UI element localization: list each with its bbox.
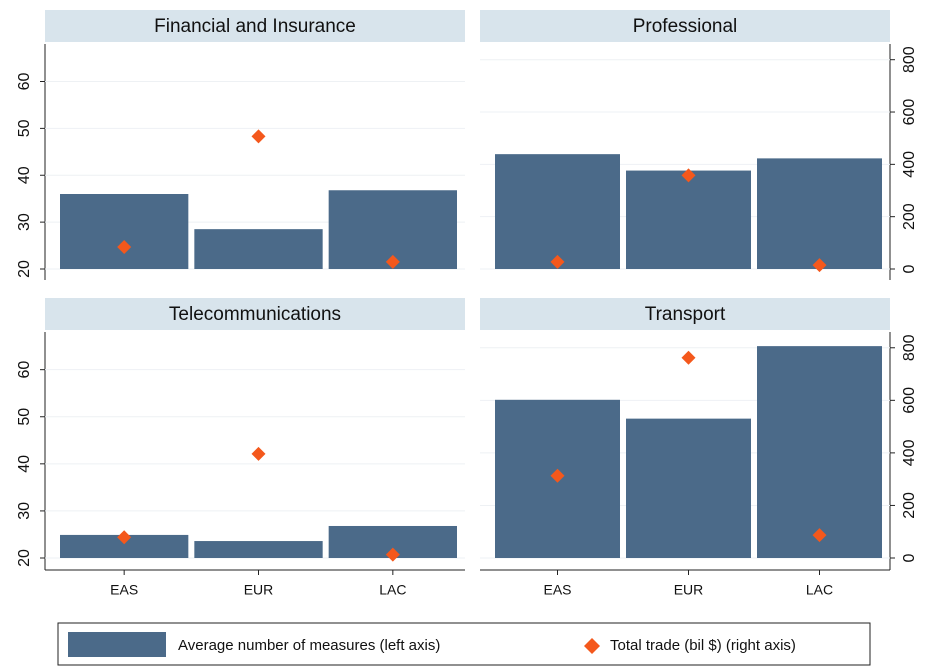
y-tick-label: 40 [16, 166, 33, 184]
panel-header [480, 10, 890, 42]
y-tick-label: 60 [16, 361, 33, 379]
diamond-marker [550, 468, 565, 483]
y2-tick-label: 600 [901, 387, 918, 414]
panel-header [45, 298, 465, 330]
legend-box [57, 622, 871, 666]
y2-tick-label: 800 [901, 334, 918, 361]
panel-title: Professional [633, 16, 738, 37]
y-tick-label: 30 [16, 502, 33, 520]
y2-tick-label: 400 [901, 439, 918, 466]
bar [194, 229, 323, 269]
x-tick-label: EAS [110, 582, 138, 598]
bar [626, 418, 751, 558]
diamond-marker [117, 530, 132, 545]
x-tick-label: EUR [674, 582, 704, 598]
diamond-marker [385, 547, 400, 562]
diamond-marker [681, 350, 696, 365]
y-tick-label: 60 [16, 73, 33, 91]
y2-tick-label: 400 [901, 151, 918, 178]
y-tick-label: 50 [16, 408, 33, 426]
diamond-marker [251, 446, 266, 461]
diamond-marker [117, 240, 132, 255]
legend-label: Average number of measures (left axis) [178, 637, 440, 654]
y-tick-label: 20 [16, 260, 33, 278]
bar [60, 534, 189, 558]
y-tick-label: 50 [16, 119, 33, 137]
panel-header [45, 10, 465, 42]
diamond-marker [251, 129, 266, 144]
bar [495, 154, 620, 269]
panel-header [480, 298, 890, 330]
y2-tick-label: 800 [901, 46, 918, 73]
y-tick-label: 30 [16, 213, 33, 231]
diamond-marker [385, 254, 400, 269]
legend-diamond [584, 638, 600, 654]
panel-title: Financial and Insurance [154, 16, 356, 37]
x-tick-label: EAS [543, 582, 571, 598]
x-tick-label: LAC [806, 582, 833, 598]
y-tick-label: 20 [16, 549, 33, 567]
diamond-marker [812, 258, 827, 273]
bar [626, 170, 751, 269]
bar [757, 158, 882, 269]
x-tick-label: EUR [244, 582, 274, 598]
y2-tick-label: 0 [901, 553, 918, 562]
diamond-marker [550, 254, 565, 269]
diamond-marker [681, 168, 696, 183]
legend-swatch [68, 632, 166, 657]
bar [757, 346, 882, 558]
y2-tick-label: 200 [901, 492, 918, 519]
bar [194, 541, 323, 558]
x-tick-label: LAC [379, 582, 406, 598]
y-tick-label: 40 [16, 455, 33, 473]
panel-title: Telecommunications [169, 304, 341, 325]
y2-tick-label: 0 [901, 264, 918, 273]
y2-tick-label: 200 [901, 203, 918, 230]
y2-tick-label: 600 [901, 99, 918, 126]
bar [60, 194, 189, 269]
diamond-marker [812, 528, 827, 543]
legend-label: Total trade (bil $) (right axis) [610, 637, 796, 654]
panel-title: Transport [645, 304, 726, 325]
